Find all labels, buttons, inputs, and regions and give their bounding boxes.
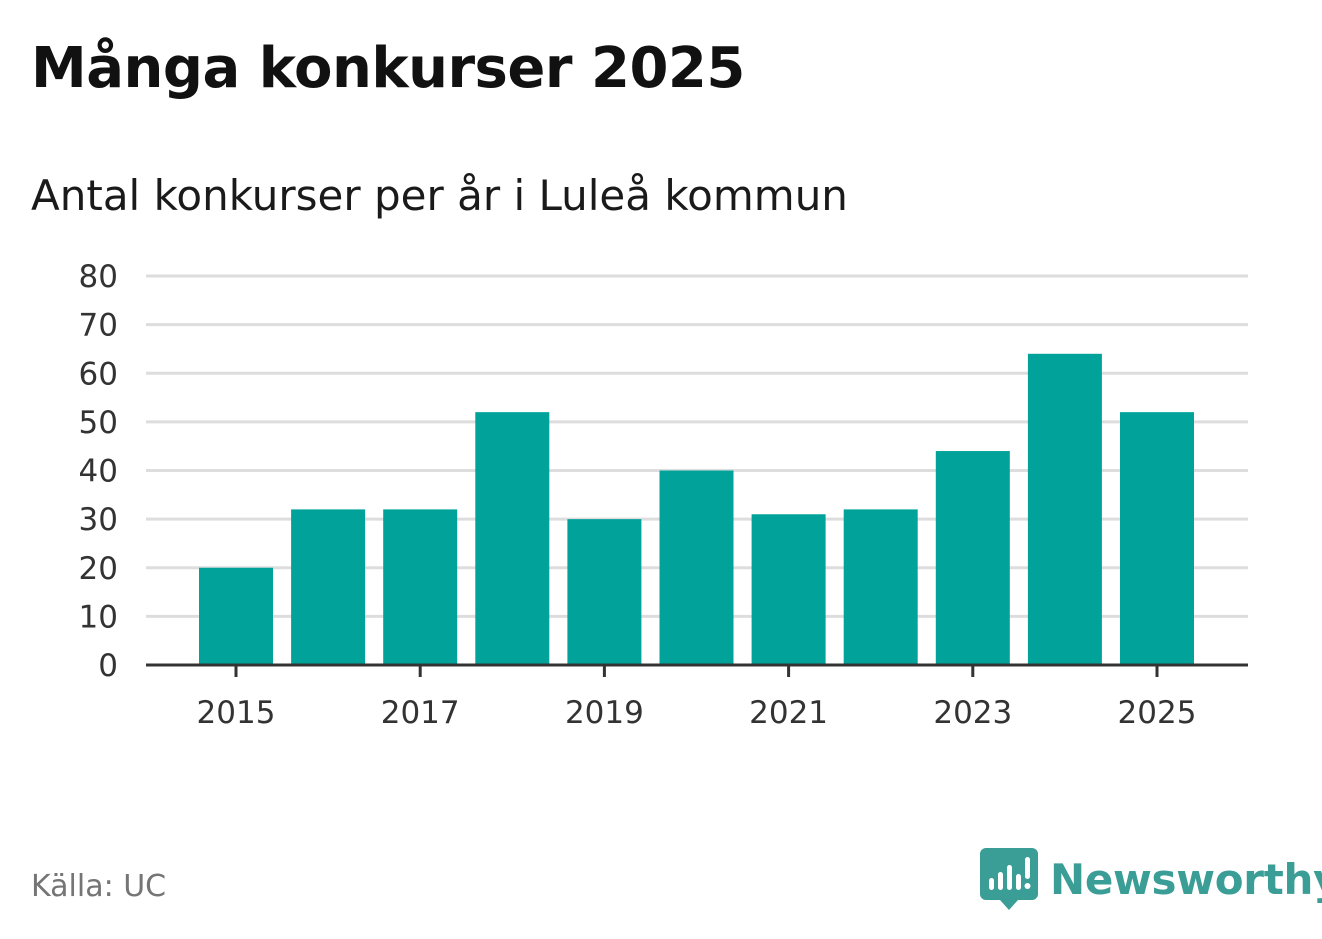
x-tick-label: 2017 — [381, 695, 460, 731]
bar-2016 — [291, 509, 366, 665]
bar-2025 — [1120, 412, 1194, 665]
y-tick-label: 30 — [79, 502, 118, 538]
bar-2022 — [843, 509, 918, 665]
brand-logo: Newsworthy — [980, 848, 1322, 910]
bar-chart: 0 10 20 30 40 50 60 70 80 2015 2017 2019 2021 2023 202… — [79, 259, 1248, 731]
bar-2021 — [751, 514, 826, 665]
x-tick-label: 2019 — [565, 695, 644, 731]
source-note: Källa: UC — [31, 869, 167, 904]
x-tick-label: 2015 — [197, 695, 276, 731]
chart-title: Många konkurser 2025 — [31, 36, 745, 101]
y-tick-label: 60 — [79, 356, 118, 392]
y-tick-label: 40 — [79, 454, 118, 490]
y-tick-label: 0 — [98, 648, 118, 684]
y-tick-label: 80 — [79, 259, 118, 295]
chart-subtitle: Antal konkurser per år i Luleå kommun — [31, 171, 848, 220]
newsworthy-logo-icon — [980, 848, 1038, 910]
y-tick-label: 70 — [79, 308, 118, 344]
bar-2019 — [567, 519, 642, 665]
bar-2018 — [475, 412, 550, 665]
bar-2023 — [935, 451, 1010, 665]
x-tick-label: 2021 — [749, 695, 828, 731]
bar-2020 — [659, 470, 734, 665]
y-tick-label: 10 — [79, 599, 118, 635]
axes: 0 10 20 30 40 50 60 70 80 2015 2017 2019 2021 2023 202… — [79, 259, 1248, 731]
x-tick-label: 2023 — [933, 695, 1012, 731]
bars — [199, 353, 1194, 665]
y-tick-label: 50 — [79, 405, 118, 441]
bar-2015 — [199, 567, 273, 665]
x-tick-label: 2025 — [1118, 695, 1197, 731]
bar-2024 — [1027, 353, 1102, 665]
bar-2017 — [383, 509, 458, 665]
brand-name: Newsworthy — [1050, 854, 1322, 904]
y-tick-label: 20 — [79, 551, 118, 587]
